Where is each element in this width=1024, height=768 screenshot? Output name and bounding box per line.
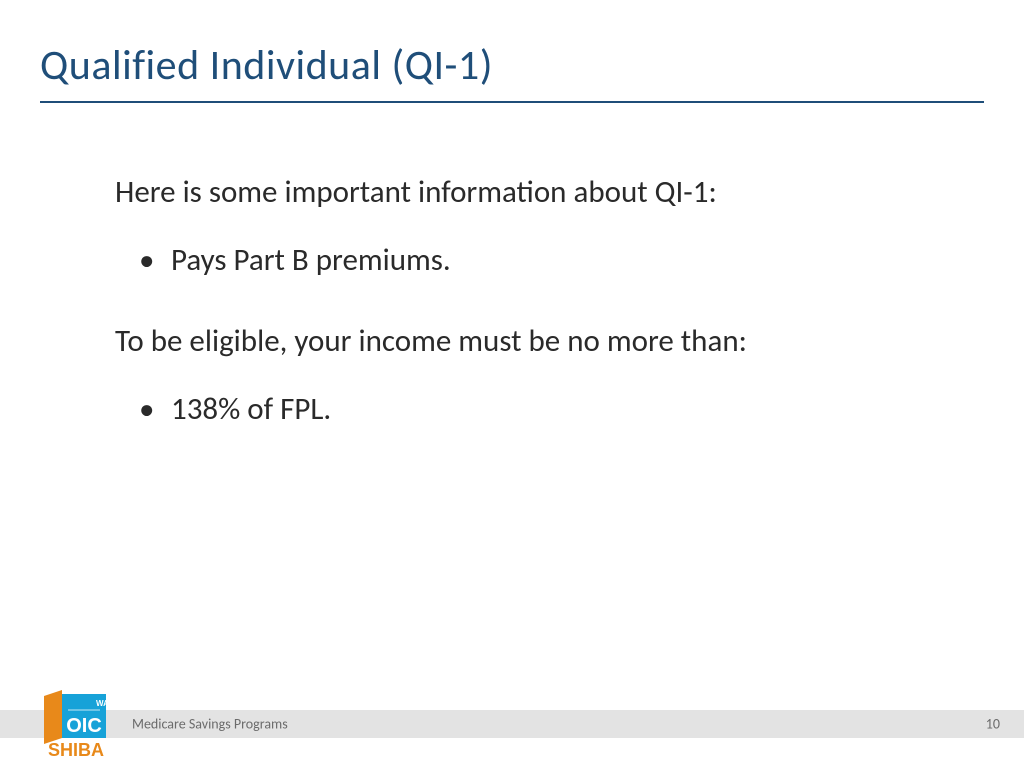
- content-area: Here is some important information about…: [0, 103, 1024, 429]
- page-number: 10: [986, 716, 1000, 733]
- slide: Qualified Individual (QI-1) Here is some…: [0, 0, 1024, 768]
- intro-text-1: Here is some important information about…: [115, 173, 914, 212]
- footer-bar: Medicare Savings Programs 10: [0, 710, 1024, 738]
- logo-oic-text: OIC: [66, 715, 102, 737]
- logo-svg: WA OIC SHIBA: [38, 690, 114, 760]
- logo-shiba-text: SHIBA: [48, 740, 104, 760]
- bullet-item: 138% of FPL.: [115, 389, 914, 429]
- bullet-list-1: Pays Part B premiums.: [115, 240, 914, 280]
- slide-title: Qualified Individual (QI-1): [40, 40, 984, 91]
- title-area: Qualified Individual (QI-1): [0, 0, 1024, 103]
- footer-label: Medicare Savings Programs: [132, 716, 288, 733]
- logo-orange-shape: [44, 690, 62, 744]
- logo-wa-text: WA: [96, 699, 109, 708]
- bullet-item: Pays Part B premiums.: [115, 240, 914, 280]
- shiba-logo: WA OIC SHIBA: [38, 690, 114, 760]
- intro-text-2: To be eligible, your income must be no m…: [115, 322, 914, 361]
- bullet-list-2: 138% of FPL.: [115, 389, 914, 429]
